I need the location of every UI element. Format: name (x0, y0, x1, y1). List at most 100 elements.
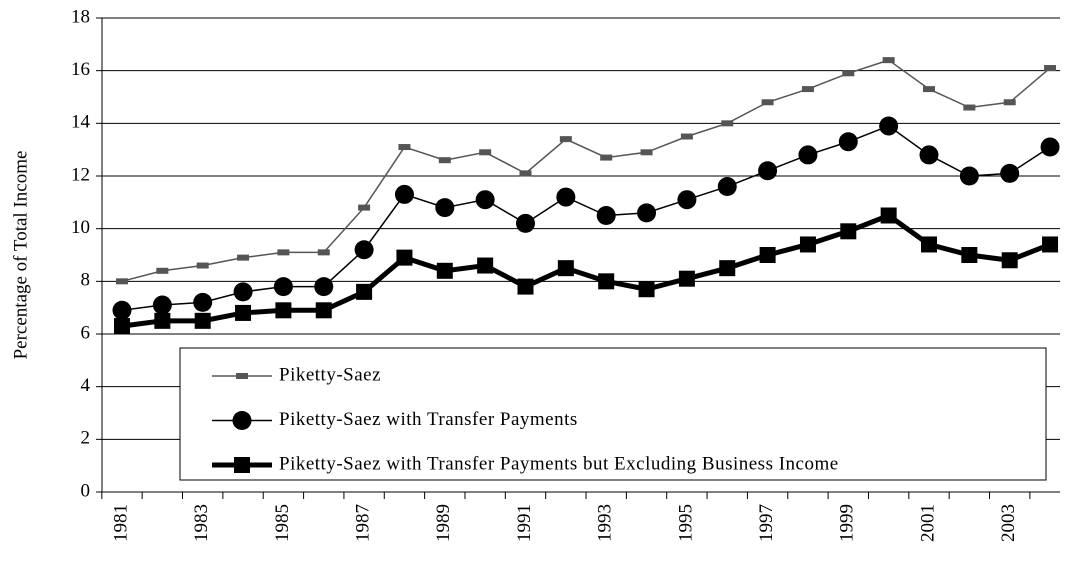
x-tick-label: 1987 (352, 504, 373, 542)
marker (640, 149, 653, 156)
marker (152, 295, 172, 315)
marker (516, 213, 535, 233)
y-tick-label: 10 (71, 217, 90, 238)
x-tick-label: 1981 (110, 504, 131, 542)
marker (761, 99, 774, 106)
marker (1003, 99, 1016, 106)
marker (963, 104, 976, 111)
marker (961, 247, 978, 263)
marker (638, 281, 655, 298)
marker (1044, 65, 1057, 72)
marker (396, 249, 413, 266)
marker (277, 249, 290, 256)
y-tick-label: 14 (71, 112, 91, 133)
marker (233, 282, 253, 302)
marker (236, 373, 248, 379)
marker (116, 278, 128, 285)
marker (919, 145, 939, 165)
marker (114, 318, 130, 335)
marker (840, 223, 857, 240)
y-tick-label: 0 (81, 480, 91, 501)
marker (1040, 137, 1060, 157)
marker (799, 236, 816, 253)
marker (598, 273, 615, 290)
marker (758, 161, 778, 181)
marker (112, 300, 132, 320)
x-tick-label: 2003 (998, 504, 1019, 542)
marker (237, 254, 250, 261)
x-tick-label: 1993 (595, 504, 616, 542)
marker (156, 267, 169, 274)
marker (517, 278, 534, 295)
marker (721, 120, 734, 127)
marker (557, 260, 574, 277)
marker (1001, 252, 1018, 269)
x-tick-label: 1983 (191, 504, 212, 542)
x-tick-label: 1985 (272, 504, 293, 542)
marker (234, 457, 250, 473)
marker (880, 207, 897, 224)
marker (154, 312, 171, 329)
x-tick-label: 1995 (675, 504, 696, 542)
y-tick-label: 8 (81, 270, 91, 291)
marker (354, 240, 374, 260)
legend-label: Piketty-Saez with Transfer Payments (279, 409, 578, 430)
marker (317, 249, 330, 256)
y-tick-label: 16 (71, 59, 90, 80)
y-axis-label: Percentage of Total Income (10, 151, 31, 360)
series (114, 207, 1059, 335)
series (116, 57, 1057, 285)
marker (759, 247, 776, 263)
marker (398, 144, 411, 151)
marker (959, 166, 979, 186)
marker (475, 190, 495, 210)
legend-box (179, 347, 1047, 481)
marker (596, 206, 616, 225)
marker (435, 198, 455, 218)
series-line (121, 125, 1051, 312)
marker (719, 260, 736, 277)
marker (358, 204, 371, 211)
y-tick-label: 18 (71, 6, 90, 27)
marker (556, 187, 576, 207)
marker (436, 262, 453, 279)
marker (842, 70, 855, 77)
marker (477, 257, 494, 274)
legend-label: Piketty-Saez with Transfer Payments but … (279, 453, 839, 474)
marker (394, 184, 414, 204)
marker (801, 86, 814, 93)
x-tick-label: 1989 (433, 504, 454, 542)
marker (235, 304, 252, 321)
marker (677, 190, 697, 210)
marker (315, 302, 332, 319)
marker (438, 157, 451, 164)
x-tick-label: 1991 (514, 504, 535, 542)
legend-label: Piketty-Saez (279, 364, 381, 385)
marker (193, 292, 213, 312)
y-tick-label: 6 (81, 322, 91, 343)
series-line (121, 212, 1051, 329)
marker (196, 262, 209, 269)
marker (680, 133, 693, 140)
legend: Piketty-Saez Piketty-Saez with Transfer P… (179, 347, 1047, 481)
marker (923, 86, 935, 93)
y-tick-label: 12 (71, 164, 90, 185)
y-tick-label: 2 (81, 428, 91, 449)
marker (921, 236, 937, 253)
x-tick-label: 2001 (917, 504, 938, 542)
marker (559, 136, 572, 143)
marker (314, 277, 334, 297)
marker (600, 154, 613, 161)
marker (519, 170, 532, 177)
marker (1000, 163, 1020, 183)
marker (479, 149, 492, 156)
x-tick-label: 1999 (837, 504, 858, 542)
series (112, 116, 1060, 320)
marker (798, 145, 818, 165)
marker (273, 277, 293, 297)
series-line (121, 59, 1051, 283)
marker (838, 132, 858, 152)
marker (194, 312, 211, 329)
marker (1042, 236, 1059, 253)
